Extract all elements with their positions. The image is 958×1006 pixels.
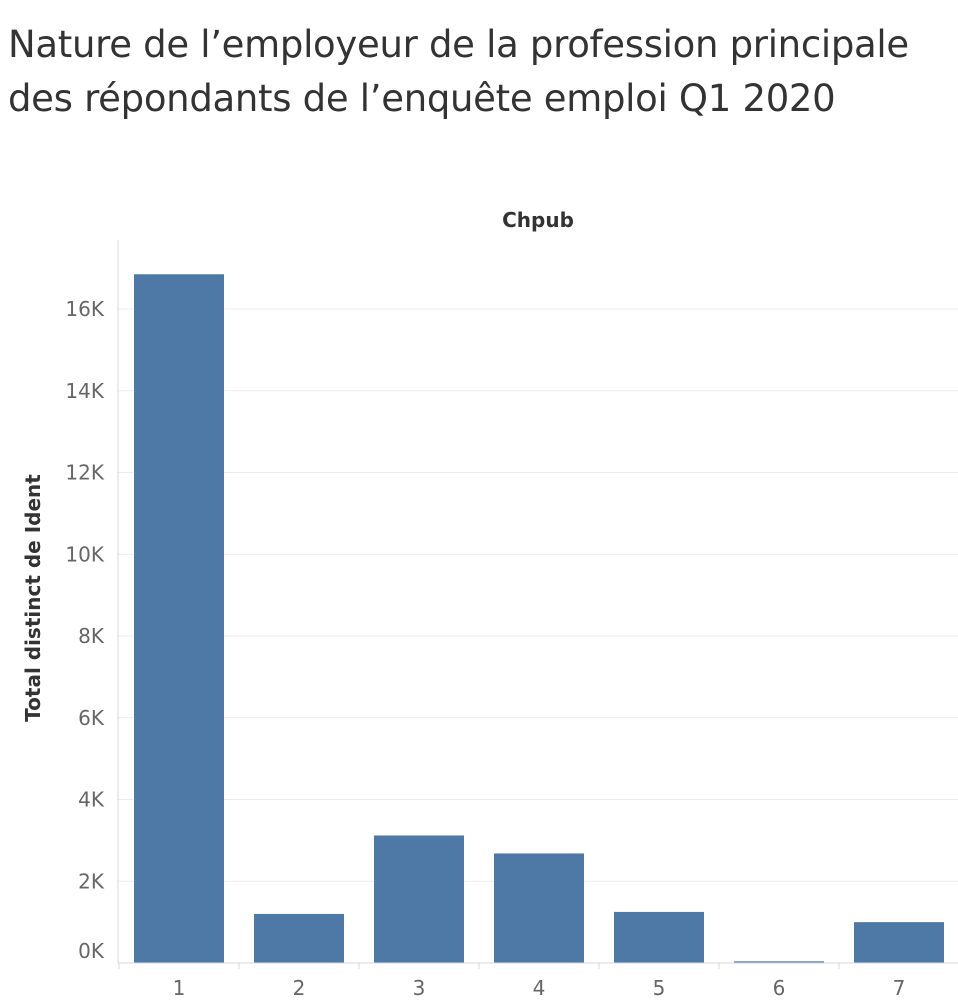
bars [134, 274, 944, 964]
x-tick-label: 3 [413, 976, 426, 1000]
y-tick-label: 8K [78, 624, 105, 648]
chart-title-line-2: des répondants de l’enquête emploi Q1 20… [8, 77, 836, 120]
y-tick-label: 4K [78, 788, 105, 812]
chart-title-line-1: Nature de l’employeur de la profession p… [8, 23, 909, 66]
bar-5[interactable] [614, 911, 704, 963]
bar-2[interactable] [254, 913, 344, 963]
bar-6[interactable] [734, 961, 824, 963]
x-tick-label: 5 [653, 976, 666, 1000]
y-axis-ticks: 0K 2K 4K 6K 8K 10K 12K 14K 16K [65, 297, 104, 963]
x-axis-ticks: 1 2 3 4 5 6 7 [118, 963, 906, 1000]
bar-7[interactable] [854, 922, 944, 963]
column-header: Chpub [502, 208, 574, 232]
x-tick-label: 2 [293, 976, 306, 1000]
y-tick-label: 0K [78, 939, 105, 963]
x-tick-label: 6 [773, 976, 786, 1000]
bar-3[interactable] [374, 835, 464, 963]
y-tick-label: 10K [65, 542, 104, 566]
y-tick-label: 6K [78, 706, 105, 730]
y-tick-label: 14K [65, 379, 104, 403]
y-tick-label: 16K [65, 297, 104, 321]
x-tick-label: 4 [533, 976, 546, 1000]
y-tick-label: 12K [65, 461, 104, 485]
x-tick-label: 7 [893, 976, 906, 1000]
gridlines [118, 308, 958, 882]
y-tick-label: 2K [78, 869, 105, 893]
x-tick-label: 1 [173, 976, 186, 1000]
chart-title: Nature de l’employeur de la profession p… [8, 18, 948, 126]
bar-4[interactable] [494, 853, 584, 963]
y-axis-title: Total distinct de Ident [21, 474, 45, 722]
bar-1[interactable] [134, 274, 224, 964]
